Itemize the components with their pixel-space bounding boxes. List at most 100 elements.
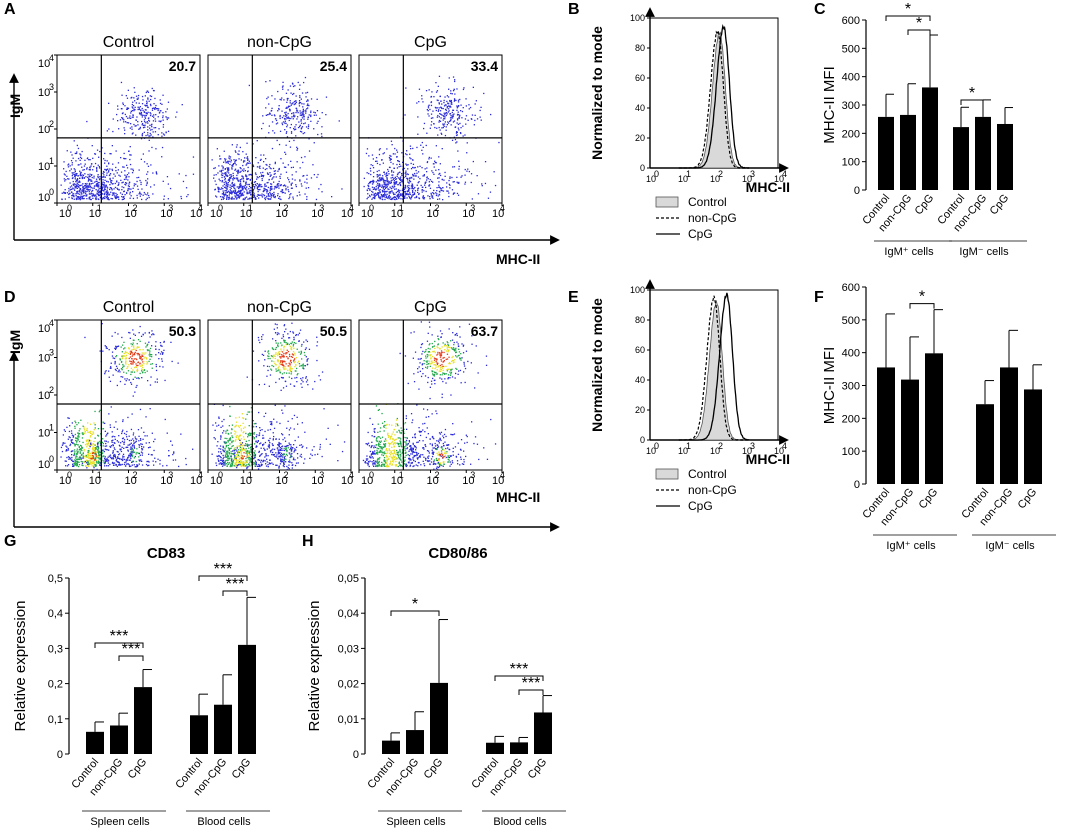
event-dot [379, 191, 381, 193]
event-dot [77, 183, 79, 186]
event-dot [143, 357, 145, 359]
event-dot [381, 189, 384, 192]
event-dot [291, 353, 294, 355]
event-dot [88, 191, 90, 193]
event-dot [68, 190, 70, 192]
event-dot [155, 171, 157, 173]
event-dot [137, 121, 139, 123]
event-dot [162, 115, 164, 117]
event-dot [85, 429, 88, 431]
event-dot [108, 413, 110, 415]
event-dot [474, 103, 476, 105]
event-dot [260, 154, 262, 156]
event-dot [285, 122, 287, 125]
event-dot [111, 194, 114, 196]
y-tick-label: 10 [38, 58, 50, 70]
event-dot [88, 451, 90, 454]
event-dot [292, 345, 294, 347]
event-dot [272, 338, 274, 340]
event-dot [237, 169, 239, 171]
event-dot [112, 452, 114, 454]
event-dot [234, 426, 236, 428]
event-dot [418, 192, 420, 195]
event-dot [132, 348, 135, 350]
x-tick-label: 10 [276, 208, 288, 220]
event-dot [75, 186, 77, 188]
event-dot [69, 443, 72, 445]
event-dot [262, 334, 264, 336]
event-dot [94, 453, 96, 455]
event-dot [298, 351, 300, 353]
event-dot [241, 413, 243, 415]
flow-plot-frame [207, 54, 352, 204]
event-dot [437, 110, 439, 112]
event-dot [230, 176, 232, 178]
event-dot [98, 188, 100, 190]
event-dot [214, 188, 216, 190]
event-dot [444, 116, 446, 118]
event-dot [265, 412, 267, 414]
event-dot [294, 85, 296, 87]
event-dot [125, 363, 127, 365]
event-dot [433, 123, 435, 125]
event-dot [404, 192, 406, 194]
event-dot [290, 132, 293, 134]
event-dot [80, 154, 82, 156]
event-dot [249, 457, 251, 459]
event-dot [75, 173, 77, 175]
event-dot [290, 342, 292, 344]
event-dot [396, 149, 398, 151]
event-dot [275, 364, 277, 366]
event-dot [378, 185, 380, 188]
event-dot [228, 197, 230, 199]
event-dot [71, 164, 73, 166]
event-dot [228, 157, 230, 159]
event-dot [298, 340, 300, 342]
event-dot [138, 444, 140, 446]
event-dot [454, 99, 456, 101]
event-dot [229, 158, 231, 160]
event-dot [264, 197, 266, 199]
event-dot [102, 443, 104, 445]
event-dot [249, 173, 251, 176]
event-dot [373, 171, 375, 174]
event-dot [408, 193, 410, 195]
event-dot [280, 184, 282, 186]
event-dot [79, 451, 81, 453]
event-dot [269, 191, 271, 194]
event-dot [65, 445, 67, 447]
event-dot [409, 193, 412, 196]
event-dot [268, 355, 270, 358]
event-dot [131, 461, 133, 463]
event-dot [465, 123, 467, 125]
event-dot [75, 422, 77, 424]
event-dot [99, 458, 101, 460]
event-dot [396, 163, 398, 166]
event-dot [139, 106, 141, 108]
event-dot [293, 385, 295, 387]
event-dot [235, 455, 237, 457]
event-dot [148, 464, 150, 466]
event-dot [400, 198, 402, 200]
event-dot [95, 462, 98, 464]
event-dot [415, 175, 417, 177]
event-dot [74, 152, 76, 155]
event-dot [494, 184, 497, 187]
event-dot [79, 197, 81, 199]
event-dot [234, 187, 236, 190]
event-dot [395, 181, 398, 183]
event-dot [304, 181, 306, 183]
event-dot [222, 198, 224, 200]
event-dot [448, 110, 450, 112]
event-dot [378, 177, 380, 179]
event-dot [226, 198, 228, 200]
event-dot [133, 352, 136, 355]
event-dot [243, 444, 245, 446]
event-dot [143, 161, 146, 163]
event-dot [257, 440, 259, 443]
event-dot [240, 193, 243, 195]
event-dot [105, 442, 107, 445]
event-dot [90, 435, 92, 437]
event-dot [154, 438, 156, 440]
event-dot [302, 363, 304, 365]
